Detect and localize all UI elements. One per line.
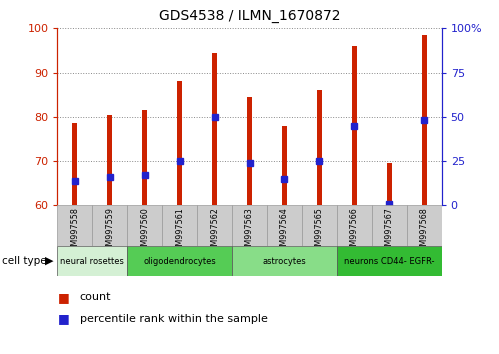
Text: count: count	[80, 292, 111, 302]
Bar	[197, 205, 232, 246]
Bar	[407, 205, 442, 246]
Bar	[317, 90, 322, 205]
Bar	[142, 110, 147, 205]
Bar	[387, 163, 392, 205]
Text: ■: ■	[57, 312, 69, 325]
Bar	[282, 126, 287, 205]
Text: GSM997560: GSM997560	[140, 207, 149, 256]
Bar	[127, 246, 232, 276]
Text: GSM997566: GSM997566	[350, 207, 359, 256]
Bar	[92, 205, 127, 246]
Text: GSM997561: GSM997561	[175, 207, 184, 256]
Text: neural rosettes: neural rosettes	[60, 257, 124, 266]
Text: ■: ■	[57, 291, 69, 304]
Text: percentile rank within the sample: percentile rank within the sample	[80, 314, 268, 324]
Bar	[302, 205, 337, 246]
Bar	[337, 246, 442, 276]
Text: GSM997558: GSM997558	[70, 207, 79, 256]
Bar	[127, 205, 162, 246]
Bar	[372, 205, 407, 246]
Text: GSM997563: GSM997563	[245, 207, 254, 256]
Text: GDS4538 / ILMN_1670872: GDS4538 / ILMN_1670872	[159, 9, 340, 23]
Bar	[267, 205, 302, 246]
Text: cell type: cell type	[2, 256, 47, 266]
Text: GSM997564: GSM997564	[280, 207, 289, 256]
Text: ▶: ▶	[45, 256, 54, 266]
Text: neurons CD44- EGFR-: neurons CD44- EGFR-	[344, 257, 435, 266]
Bar	[212, 53, 217, 205]
Bar	[247, 97, 252, 205]
Bar	[232, 246, 337, 276]
Bar	[337, 205, 372, 246]
Text: oligodendrocytes: oligodendrocytes	[143, 257, 216, 266]
Bar	[422, 35, 427, 205]
Text: astrocytes: astrocytes	[262, 257, 306, 266]
Bar	[177, 81, 182, 205]
Bar	[352, 46, 357, 205]
Bar	[232, 205, 267, 246]
Bar	[57, 205, 92, 246]
Bar	[162, 205, 197, 246]
Text: GSM997565: GSM997565	[315, 207, 324, 256]
Text: GSM997567: GSM997567	[385, 207, 394, 256]
Bar	[107, 115, 112, 205]
Text: GSM997562: GSM997562	[210, 207, 219, 256]
Bar	[57, 246, 127, 276]
Bar	[72, 124, 77, 205]
Text: GSM997559: GSM997559	[105, 207, 114, 256]
Text: GSM997568: GSM997568	[420, 207, 429, 256]
